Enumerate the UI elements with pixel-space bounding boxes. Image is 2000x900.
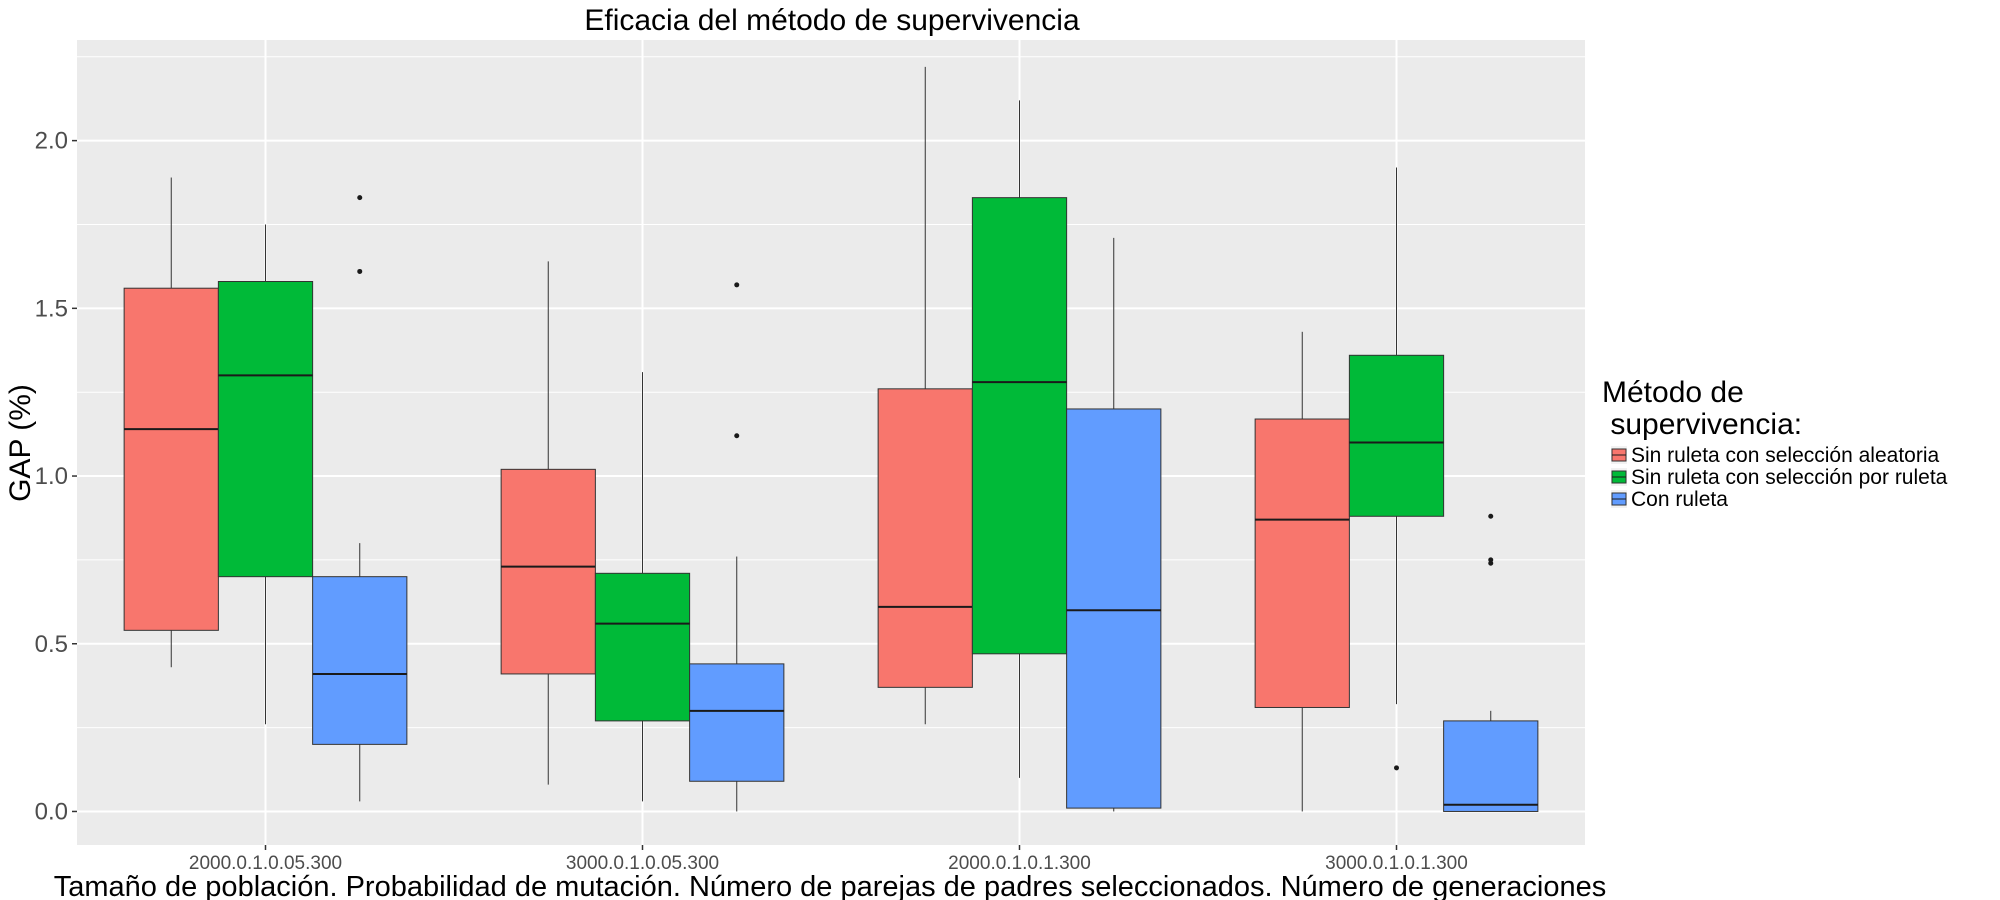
box-body [877,388,973,688]
y-tick-label: 2.0 [35,128,68,155]
legend-title-line2: supervivencia: [1602,408,1802,441]
legend-label: Sin ruleta con selección por ruleta [1631,466,1948,489]
box [312,195,408,802]
legend-item: Con ruleta [1611,488,1728,511]
series-1 [123,66,1350,812]
box [689,282,785,812]
chart-title: Eficacia del método de supervivencia [584,4,1080,37]
x-tick-label: 2000.0.1.0.1.300 [948,853,1091,874]
legend-label: Con ruleta [1631,488,1728,511]
outlier-point [1394,765,1399,771]
box [217,224,314,725]
box-body [1348,354,1445,517]
box-series [123,66,1539,812]
outlier-point [734,433,740,439]
box [971,100,1068,778]
box-body [971,197,1068,655]
box-body [594,572,691,722]
box-body [312,576,408,745]
legend-item: Sin ruleta con selección por ruleta [1611,466,1948,489]
series-3 [312,195,1539,812]
y-tick-label: 0.0 [35,798,68,825]
outlier-point [1488,513,1494,519]
x-axis: 2000.0.1.0.05.300 3000.0.1.0.05.300 2000.0… [189,845,1468,874]
box [594,372,691,802]
outlier-point [1488,557,1494,563]
y-axis-label: GAP (%) [4,384,37,502]
legend-label: Sin ruleta con selección aleatoria [1631,444,1940,467]
box [1254,331,1350,812]
box-body [1443,720,1539,812]
x-axis-label: Tamaño de población. Probabilidad de mut… [54,871,1606,900]
outlier-point [734,282,740,288]
box [500,261,596,785]
x-tick-label: 2000.0.1.0.05.300 [189,853,342,874]
x-tick-label: 3000.0.1.0.1.300 [1325,853,1468,874]
series-2 [217,100,1445,802]
box-body [500,468,596,675]
outlier-point [357,268,363,274]
box [1348,167,1445,771]
box [877,66,973,725]
box-body [123,287,219,631]
box [1443,513,1539,812]
y-tick-label: 1.5 [35,295,68,322]
legend: Método de supervivencia: Sin ruleta con … [1602,376,1948,511]
box-body [217,281,314,578]
y-tick-label: 1.0 [35,463,68,490]
legend-title-line1: Método de [1602,376,1744,409]
box [123,177,219,668]
legend-item: Sin ruleta con selección aleatoria [1611,444,1940,467]
outlier-point [357,195,363,201]
y-axis: 0.0 0.5 1.0 1.5 2.0 [35,128,77,825]
y-tick-label: 0.5 [35,631,68,658]
box-body [1066,408,1162,809]
box-body [1254,418,1350,708]
x-tick-label: 3000.0.1.0.05.300 [566,853,719,874]
box [1066,237,1162,812]
box-body [689,663,785,782]
